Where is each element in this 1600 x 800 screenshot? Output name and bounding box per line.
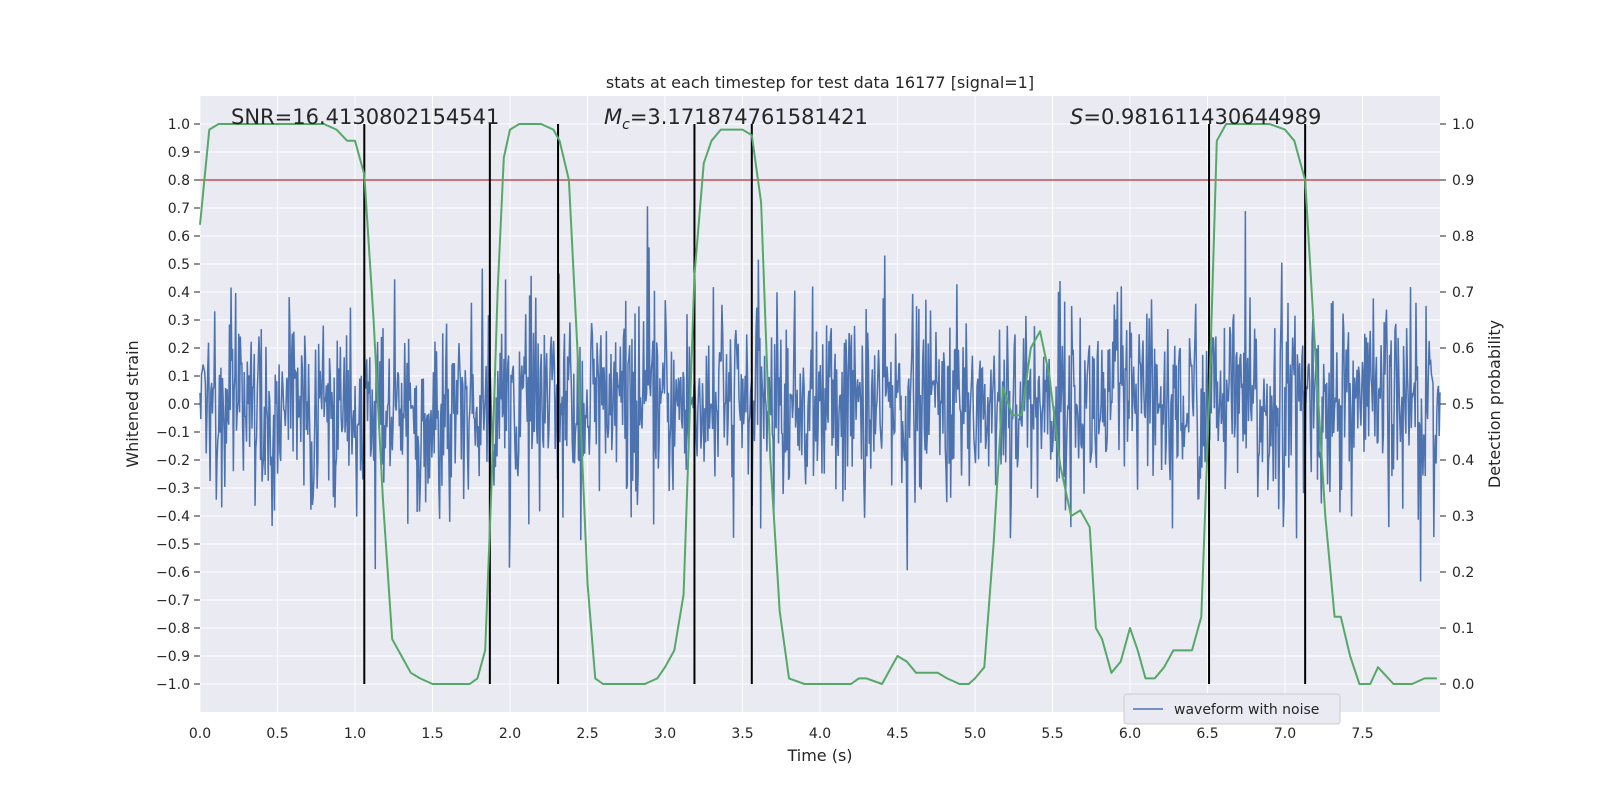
y-tick-label: 0.2: [168, 341, 190, 357]
s-value: =0.981611430644989: [1083, 105, 1321, 129]
x-tick-label: 5.0: [964, 726, 986, 742]
y-tick-label: 0.4: [168, 285, 190, 301]
x-tick-label: 3.0: [654, 726, 676, 742]
x-tick-label: 2.5: [576, 726, 598, 742]
x-axis-label: Time (s): [786, 746, 852, 765]
y-tick-label: 0.7: [168, 201, 190, 217]
y2-tick-label: 0.1: [1452, 621, 1474, 637]
y-tick-label: −0.5: [156, 537, 190, 553]
chirp-mass-symbol: M: [604, 105, 622, 129]
x-tick-label: 7.5: [1351, 726, 1373, 742]
y-tick-label: 0.9: [168, 145, 190, 161]
s-symbol: S: [1070, 105, 1083, 129]
y-tick-label: −0.9: [156, 649, 190, 665]
x-tick-label: 4.0: [809, 726, 831, 742]
y2-tick-label: 1.0: [1452, 117, 1474, 133]
y-tick-label: 0.8: [168, 173, 190, 189]
x-tick-label: 7.0: [1274, 726, 1296, 742]
legend: waveform with noise: [1123, 693, 1341, 725]
y2-tick-label: 0.6: [1452, 341, 1474, 357]
y2-tick-label: 0.5: [1452, 397, 1474, 413]
y2-tick-label: 0.2: [1452, 565, 1474, 581]
x-tick-label: 4.5: [886, 726, 908, 742]
y2-tick-label: 0.4: [1452, 453, 1474, 469]
y2-axis-label: Detection probability: [1485, 320, 1504, 488]
chirp-mass-subscript: c: [622, 117, 630, 133]
y-tick-label: 0.6: [168, 229, 190, 245]
y-axis-ticks: −1.0 −0.9 −0.8 −0.7 −0.6 −0.5 −0.4 −0.3 −0.2 −0.1…: [156, 117, 200, 693]
y2-tick-label: 0.8: [1452, 229, 1474, 245]
y2-tick-label: 0.3: [1452, 509, 1474, 525]
waveform-line: [199, 206, 1441, 582]
probability-series: [199, 123, 1437, 685]
y-tick-label: 0.0: [168, 397, 190, 413]
y-tick-label: 0.3: [168, 313, 190, 329]
x-axis-ticks: 0.0 0.5 1.0 1.5 2.0 2.5 3.0 3.5 4.0 4.5 5.0 5.5 6.0 6…: [189, 726, 1374, 742]
y-tick-label: −0.1: [156, 425, 190, 441]
y-tick-label: −0.7: [156, 593, 190, 609]
grid: [199, 96, 1440, 712]
x-tick-label: 2.0: [499, 726, 521, 742]
s-annotation: S=0.981611430644989: [1070, 105, 1321, 129]
legend-waveform-label: waveform with noise: [1174, 702, 1319, 718]
y-tick-label: 1.0: [168, 117, 190, 133]
y-tick-label: 0.1: [168, 369, 190, 385]
y-tick-label: 0.5: [168, 257, 190, 273]
x-tick-label: 0.0: [189, 726, 211, 742]
waveform-series: [199, 206, 1441, 582]
y2-tick-label: 0.9: [1452, 173, 1474, 189]
y2-tick-label: 0.0: [1452, 677, 1474, 693]
x-tick-label: 3.5: [731, 726, 753, 742]
y2-tick-label: 0.7: [1452, 285, 1474, 301]
y-axis-label: Whitened strain: [123, 340, 142, 467]
x-tick-label: 1.5: [421, 726, 443, 742]
x-tick-label: 5.5: [1041, 726, 1063, 742]
legend-box: [1123, 693, 1341, 725]
x-tick-label: 6.0: [1119, 726, 1141, 742]
x-tick-label: 1.0: [344, 726, 366, 742]
x-tick-label: 6.5: [1196, 726, 1218, 742]
y-tick-label: −0.4: [156, 509, 190, 525]
y-tick-label: −0.3: [156, 481, 190, 497]
chirp-mass-annotation: Mc=3.171874761581421: [604, 105, 868, 133]
y2-axis-ticks: 0.0 0.1 0.2 0.3 0.4 0.5 0.6 0.7 0.8 0.9 1.0: [1440, 117, 1474, 693]
y-tick-label: −0.6: [156, 565, 190, 581]
y-tick-label: −0.8: [156, 621, 190, 637]
x-tick-label: 0.5: [266, 726, 288, 742]
snr-annotation: SNR=16.4130802154541: [231, 105, 499, 129]
chart-title: stats at each timestep for test data 161…: [606, 73, 1034, 92]
chirp-mass-value: =3.171874761581421: [630, 105, 868, 129]
y-tick-label: −1.0: [156, 677, 190, 693]
probability-line: [199, 123, 1437, 685]
y-tick-label: −0.2: [156, 453, 190, 469]
